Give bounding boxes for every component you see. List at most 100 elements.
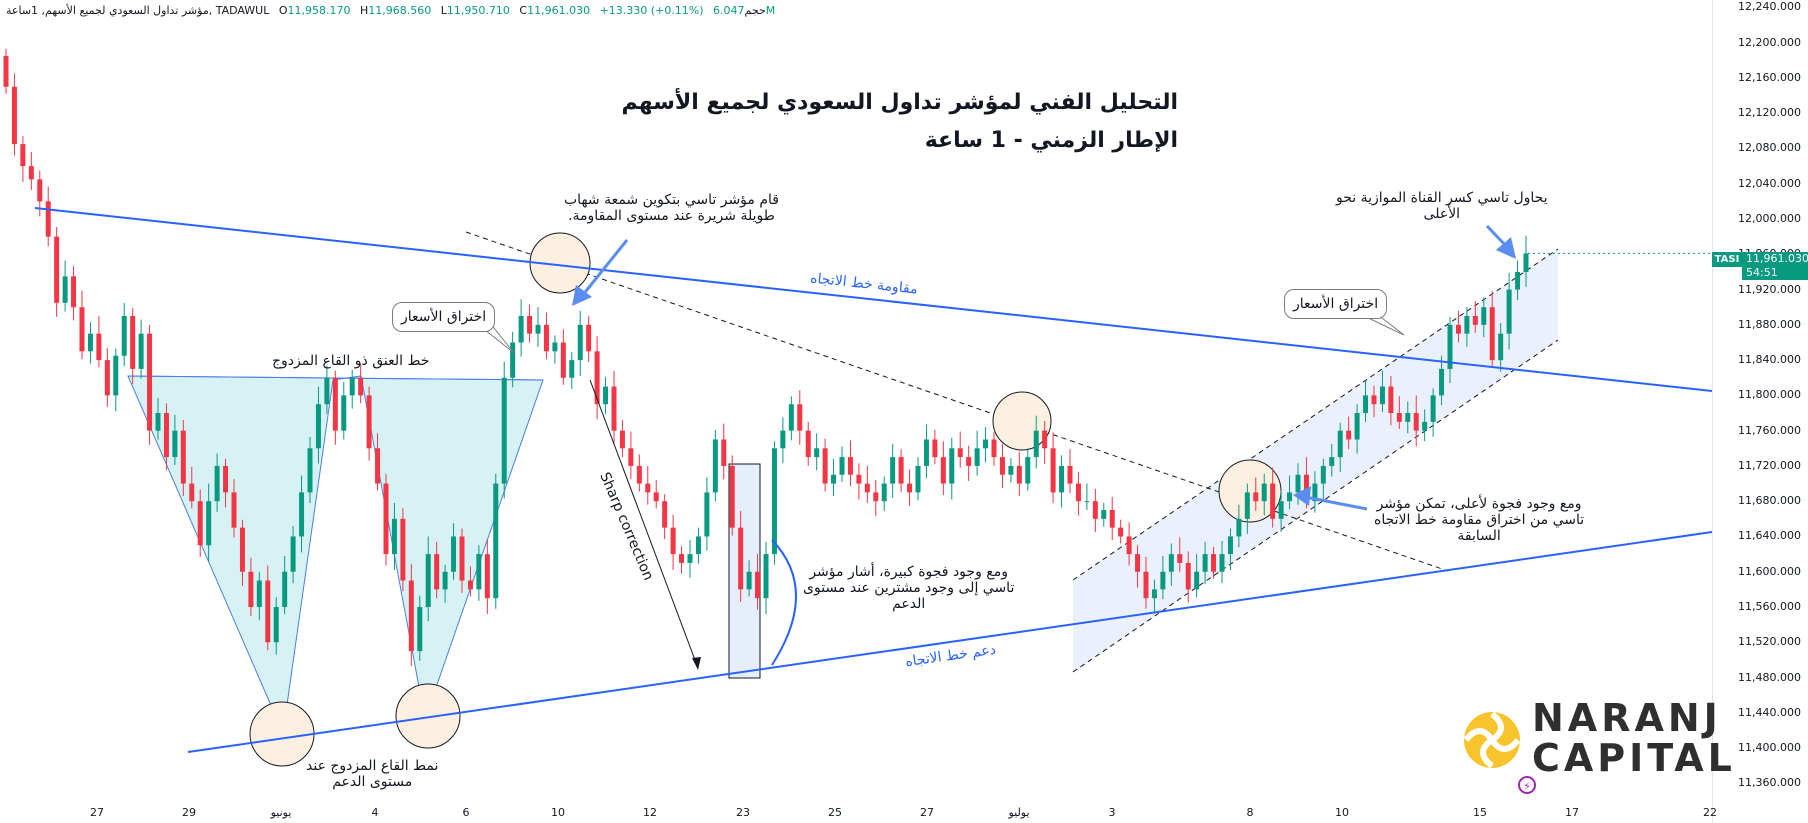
candle[interactable] xyxy=(1278,490,1284,533)
candle[interactable] xyxy=(20,136,26,182)
candle[interactable] xyxy=(1135,545,1141,588)
candle[interactable] xyxy=(3,48,9,94)
candle[interactable] xyxy=(1227,528,1233,570)
candle[interactable] xyxy=(324,365,330,414)
candle[interactable] xyxy=(1379,370,1385,413)
candle[interactable] xyxy=(1329,443,1335,477)
candle[interactable] xyxy=(1084,483,1090,511)
candle[interactable] xyxy=(180,420,186,496)
candle[interactable] xyxy=(983,427,989,463)
candle[interactable] xyxy=(923,424,929,479)
candle[interactable] xyxy=(147,324,153,445)
candle[interactable] xyxy=(332,370,338,445)
candle[interactable] xyxy=(915,457,921,501)
candle[interactable] xyxy=(543,312,549,360)
candle[interactable] xyxy=(121,302,127,367)
annotation-channel-break[interactable]: يحاول تاسي كسر القناة الموازية نحو الأعل… xyxy=(1336,190,1548,222)
candle[interactable] xyxy=(484,539,490,615)
candle[interactable] xyxy=(1270,467,1276,528)
candle[interactable] xyxy=(653,480,659,509)
candle[interactable] xyxy=(577,310,583,376)
candle[interactable] xyxy=(932,429,938,465)
candle[interactable] xyxy=(1523,235,1529,287)
callout-breakout-right[interactable]: اختراق الأسعار xyxy=(1284,289,1388,319)
candle[interactable] xyxy=(881,476,887,511)
candle[interactable] xyxy=(54,226,60,317)
annotation-gap-up[interactable]: ومع وجود فجوة لأعلى، تمكن مؤشر تاسي من ا… xyxy=(1374,496,1584,544)
arrow-gap-up[interactable] xyxy=(1304,495,1368,511)
candle[interactable] xyxy=(1506,272,1512,350)
candle[interactable] xyxy=(721,423,727,480)
candle[interactable] xyxy=(864,465,870,503)
candle[interactable] xyxy=(79,290,85,360)
candle[interactable] xyxy=(1033,415,1039,469)
candle[interactable] xyxy=(1016,451,1022,496)
candle[interactable] xyxy=(1371,385,1377,418)
candle[interactable] xyxy=(1101,502,1107,527)
candle[interactable] xyxy=(214,453,220,512)
candle[interactable] xyxy=(949,437,955,500)
candle[interactable] xyxy=(71,265,77,321)
candle[interactable] xyxy=(1363,380,1369,422)
candle[interactable] xyxy=(425,536,431,622)
candle[interactable] xyxy=(560,329,566,385)
candle[interactable] xyxy=(940,441,946,496)
candle[interactable] xyxy=(1244,483,1250,534)
candle[interactable] xyxy=(315,386,321,464)
candle[interactable] xyxy=(1253,477,1259,511)
candle[interactable] xyxy=(873,480,879,517)
candle[interactable] xyxy=(358,363,364,404)
candle[interactable] xyxy=(1439,355,1445,406)
candle[interactable] xyxy=(138,319,144,379)
candle[interactable] xyxy=(1008,457,1014,483)
candle[interactable] xyxy=(1515,260,1521,301)
callout-breakout-left[interactable]: اختراق الأسعار xyxy=(392,302,496,332)
candle[interactable] xyxy=(1320,458,1326,500)
candle[interactable] xyxy=(113,348,119,412)
candle[interactable] xyxy=(1050,432,1056,503)
trend-support-line[interactable] xyxy=(187,531,1713,753)
annotation-gap-buyers[interactable]: ومع وجود فجوة كبيرة، أشار مؤشر تاسي إلى … xyxy=(803,564,1014,612)
candle[interactable] xyxy=(155,398,161,440)
candle[interactable] xyxy=(341,382,347,440)
candle[interactable] xyxy=(645,465,651,505)
candle[interactable] xyxy=(256,571,262,621)
candle[interactable] xyxy=(290,525,296,584)
candle[interactable] xyxy=(847,440,853,487)
candle[interactable] xyxy=(11,73,17,156)
candle[interactable] xyxy=(569,352,575,390)
candle[interactable] xyxy=(704,477,710,551)
dashed-resistance[interactable] xyxy=(465,231,1449,572)
candle[interactable] xyxy=(408,563,414,667)
candle[interactable] xyxy=(510,331,516,388)
candle[interactable] xyxy=(907,469,913,506)
candle[interactable] xyxy=(206,483,212,562)
candle[interactable] xyxy=(1092,488,1098,533)
candle[interactable] xyxy=(265,565,271,651)
candle[interactable] xyxy=(1489,291,1495,368)
candle[interactable] xyxy=(1422,409,1428,442)
sharp-correction-arrow[interactable] xyxy=(589,379,699,669)
candle[interactable] xyxy=(594,336,600,420)
candle[interactable] xyxy=(1236,504,1242,548)
candle[interactable] xyxy=(712,429,718,502)
candle[interactable] xyxy=(518,299,524,357)
candle[interactable] xyxy=(434,541,440,599)
candle[interactable] xyxy=(628,431,634,480)
candle[interactable] xyxy=(1447,316,1453,384)
candle[interactable] xyxy=(814,433,820,471)
candle[interactable] xyxy=(1430,388,1436,437)
lightning-icon[interactable]: ⚡ xyxy=(1518,776,1536,794)
candle[interactable] xyxy=(349,369,355,409)
candle[interactable] xyxy=(189,466,195,509)
marker-circle-bottom-2[interactable] xyxy=(395,683,461,749)
candle[interactable] xyxy=(636,454,642,492)
candle[interactable] xyxy=(87,322,93,364)
candle[interactable] xyxy=(366,386,372,461)
candle[interactable] xyxy=(831,458,837,496)
candle[interactable] xyxy=(1042,420,1048,465)
candle[interactable] xyxy=(501,361,507,499)
candle[interactable] xyxy=(1455,310,1461,343)
candle[interactable] xyxy=(1464,307,1470,347)
